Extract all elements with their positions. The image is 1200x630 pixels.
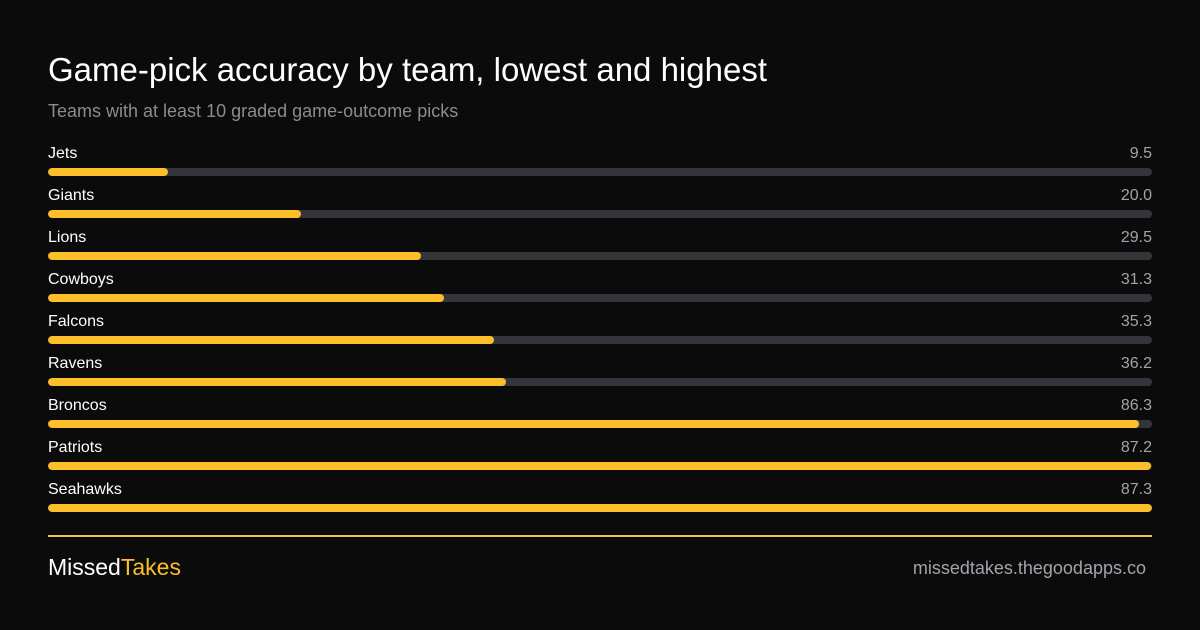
bar bbox=[48, 210, 301, 218]
bar-track bbox=[48, 294, 1152, 302]
bar-track bbox=[48, 252, 1152, 260]
bar-label: Ravens bbox=[48, 355, 103, 372]
bar bbox=[48, 168, 169, 176]
bar-row: Patriots 87.2 bbox=[48, 437, 1152, 479]
bar-value-label: 29.5 bbox=[1120, 229, 1152, 246]
bar bbox=[48, 336, 495, 344]
bar-value-label: 87.3 bbox=[1120, 481, 1152, 498]
bar-value-label: 9.5 bbox=[1129, 145, 1152, 162]
bar-value-label: 20.0 bbox=[1120, 187, 1152, 204]
bar-label: Jets bbox=[48, 145, 78, 162]
bar-label: Seahawks bbox=[48, 481, 122, 498]
bar bbox=[48, 420, 1140, 428]
bar-label: Cowboys bbox=[48, 271, 114, 288]
bar-value-label: 86.3 bbox=[1120, 397, 1152, 414]
bar-track bbox=[48, 462, 1152, 470]
bar-label: Falcons bbox=[48, 313, 105, 330]
bar-track bbox=[48, 210, 1152, 218]
bar-value-label: 35.3 bbox=[1120, 313, 1152, 330]
bar bbox=[48, 294, 444, 302]
bar-row: Giants 20.0 bbox=[48, 185, 1152, 227]
bar-label: Patriots bbox=[48, 439, 103, 456]
bar-value-label: 36.2 bbox=[1120, 355, 1152, 372]
bar-row: Falcons 35.3 bbox=[48, 311, 1152, 353]
bar-chart: Jets 9.5 Giants 20.0 Lions 29.5 Cowboys 31.3 Fal… bbox=[48, 143, 1152, 521]
brand-logo: MissedTakes bbox=[48, 553, 181, 581]
bar-label: Giants bbox=[48, 187, 95, 204]
bar-label: Lions bbox=[48, 229, 87, 246]
bar-label: Broncos bbox=[48, 397, 107, 414]
bar-track bbox=[48, 336, 1152, 344]
bar-track bbox=[48, 168, 1152, 176]
bar-row: Lions 29.5 bbox=[48, 227, 1152, 269]
bar bbox=[48, 252, 422, 260]
bar-value-label: 31.3 bbox=[1120, 271, 1152, 288]
chart-title: Game-pick accuracy by team, lowest and h… bbox=[48, 51, 767, 88]
chart-subtitle: Teams with at least 10 graded game-outco… bbox=[48, 101, 459, 121]
bar-track bbox=[48, 504, 1152, 512]
bar-track bbox=[48, 378, 1152, 386]
site-url: missedtakes.thegoodapps.co bbox=[912, 558, 1146, 578]
bar-row: Seahawks 87.3 bbox=[48, 479, 1152, 521]
bar-row: Ravens 36.2 bbox=[48, 353, 1152, 395]
brand-name-part1: Missed bbox=[48, 554, 121, 580]
brand-name-part2: Takes bbox=[120, 554, 181, 580]
bar-value-label: 87.2 bbox=[1120, 439, 1152, 456]
bar-row: Jets 9.5 bbox=[48, 143, 1152, 185]
bar-row: Cowboys 31.3 bbox=[48, 269, 1152, 311]
footer-divider bbox=[48, 535, 1152, 537]
bar bbox=[48, 504, 1152, 512]
bar bbox=[48, 378, 506, 386]
bar-row: Broncos 86.3 bbox=[48, 395, 1152, 437]
bar-track bbox=[48, 420, 1152, 428]
bar bbox=[48, 462, 1151, 470]
